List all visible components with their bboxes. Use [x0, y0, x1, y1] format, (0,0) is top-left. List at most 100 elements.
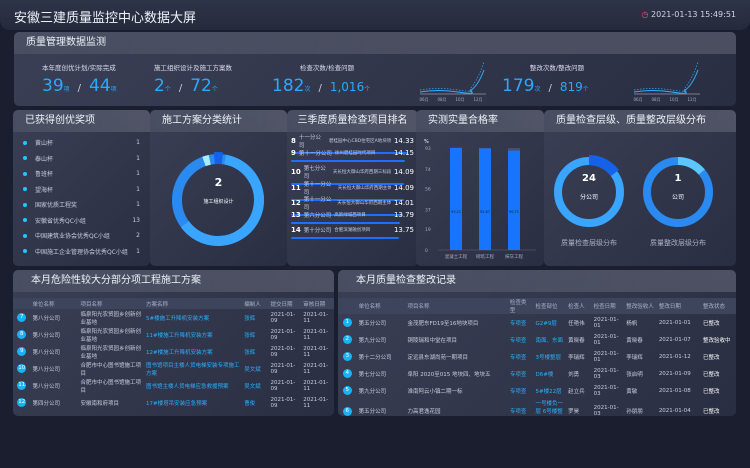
column-header[interactable]: 审核日期 [301, 298, 334, 309]
cell-text: 第八分公司 [32, 366, 60, 373]
table-cell: 2021-01-01 [592, 348, 625, 365]
table-row[interactable]: 11 第八分公司 合肥市中心图书馆施工项目 图书馆主楼人货电梯应急救援预案 吴文斌 202… [13, 377, 334, 394]
sparkline-series [633, 61, 699, 92]
table-cell: 吴文斌 [242, 377, 268, 394]
table-cell: 2021-01-11 [301, 394, 334, 411]
table-row[interactable]: 8 第八分公司 临泉阳光农贸园乡创新创业基地 11#楼施工升降机安装方案 张辉 2021-… [13, 326, 334, 343]
column-header[interactable]: 整改状态 [701, 298, 736, 314]
monitor-panel: 质量管理数据监测 本年度创优计划/实际完成 39项/44项 施工组织设计及施工方案数… [14, 32, 736, 106]
award-item: 国家优质工程奖 1 [13, 197, 150, 213]
bullet-icon [23, 249, 27, 254]
kpi-value-a: 182 [272, 76, 305, 96]
rank-company: 第十分公司 [303, 228, 332, 234]
cell-text: 第四分公司 [32, 400, 60, 407]
row-number-badge: 8 [17, 330, 27, 339]
kpi-value-b: 1,016 [329, 80, 365, 94]
column-header[interactable]: 单位名称 [30, 298, 79, 309]
plan-donut [170, 152, 266, 248]
x-tick-label: 抹灰工程 [505, 253, 523, 260]
cell-text: 第五分公司 [358, 320, 387, 327]
table-row[interactable]: 5 第九分公司 淮南阿云小镇二期一标 专项查 5#楼22层 赵立兵 2021-01-03 黄敏… [338, 382, 736, 399]
datetime-text: 2021-01-13 15:49:51 [651, 10, 736, 19]
table-row[interactable]: 12 第四分公司 安徽南和府项目 17#楼塔吊安装应急预案 曹俊 2021-01-09 20… [13, 394, 334, 411]
table-row[interactable]: 4 第七分公司 阜阳 2020至015 地块四、地块五 专项查 D6#楼 刘勇 2021-0… [338, 365, 736, 382]
page-title: 安徽三建质量监控中心数据大屏 [14, 11, 197, 26]
column-header[interactable]: 项目名称 [78, 298, 144, 309]
rank-number: 9 [291, 148, 296, 157]
table-cell: 2021-01-11 [301, 309, 334, 326]
cell-text: 第九分公司 [358, 388, 387, 395]
column-header[interactable]: 检查类型 [507, 298, 534, 314]
donut-label: 施工组织设计 [203, 199, 234, 205]
cell-text: 吴文斌 [244, 383, 261, 390]
column-header[interactable]: 编制人 [242, 298, 269, 309]
cell-text: 已整改 [703, 371, 720, 378]
table-row[interactable]: 3 第十二分公司 定远县东湖尚苑一期项目 专项查 3号楼整层 李瑞辉 2021-01-01 李… [338, 348, 736, 365]
rank-number: 13 [291, 210, 301, 219]
cell-text: 曹俊 [244, 400, 256, 407]
column-header[interactable]: 整改验收人 [624, 298, 657, 314]
table-cell: 黄晓春 [566, 331, 592, 348]
cell-text: 第五分公司 [358, 409, 387, 415]
column-header[interactable]: 项目名称 [405, 298, 508, 314]
table-cell: 孙朋朋 [624, 399, 657, 416]
levels-panel: 质量检查层级、质量整改层级分布 24 分公司 质量检查层级分布 1 公司 质量整… [544, 110, 736, 266]
check-level-segment [552, 155, 626, 229]
table-row[interactable]: 2 第九分公司 铜陵瑞和中堂在项目 专项查 南面、东面 黄晓春 2021-01-01 黄晓春 2… [338, 331, 736, 348]
kpi-unit-a: 次 [304, 86, 311, 93]
table-cell: 3号楼整层 [533, 348, 566, 365]
row-index-cell: 7 [13, 309, 30, 326]
cell-text: 2021-01-12 [658, 353, 691, 360]
table-cell: 铜陵瑞和中堂在项目 [405, 331, 507, 348]
column-header[interactable]: 整改日期 [656, 298, 702, 314]
award-item: 鲁班杯 1 [13, 166, 150, 182]
table-cell: 专项查 [508, 331, 534, 348]
table-cell: 2021-01-11 [301, 360, 334, 377]
clock-icon: ◷ [641, 10, 649, 19]
table-cell: 2021-01-09 [268, 360, 301, 377]
cell-text: 2021-01-09 [270, 328, 296, 341]
plans-table: 单位名称 项目名称 方案名称 编制人 提交日期 审核日期 7 第八分公司 临泉阳光农贸园乡创新创… [13, 298, 334, 411]
table-cell: 专项查 [508, 314, 534, 331]
cell-text: 第八分公司 [32, 315, 60, 322]
kpi-sparkline: 06月 08月 10月 12月 [633, 61, 700, 102]
row-index-cell: 3 [338, 348, 357, 365]
table-cell: 李瑞辉 [624, 348, 657, 365]
cell-text: 2021-01-01 [593, 333, 619, 346]
table-row[interactable]: 10 第八分公司 合肥市中心图书馆施工项目 图书馆项目主楼人货电梯安装专项施工方案 吴文… [13, 360, 334, 377]
cell-text: 第九分公司 [358, 337, 387, 344]
table-cell: 已整改 [701, 382, 736, 399]
table-cell: 赵立兵 [566, 382, 592, 399]
rank-score-bar [291, 198, 405, 201]
table-cell: 第五分公司 [357, 314, 406, 331]
y-tick-label: 37 [425, 207, 431, 213]
column-header[interactable]: 方案名称 [144, 298, 243, 309]
award-item: 泰山杯 1 [13, 151, 150, 167]
kpi-value-b: 72 [190, 76, 212, 96]
row-index-cell: 1 [338, 314, 357, 331]
donut-value: 2 [214, 176, 223, 189]
table-cell: 5#楼施工升降机安装方案 [144, 309, 242, 326]
table-cell: 张辉 [242, 309, 268, 326]
rank-score-bar [291, 152, 408, 154]
column-header[interactable]: 检查部位 [533, 298, 567, 314]
cell-text: 专项查 [509, 320, 527, 327]
table-cell: 阜阳 2020至015 地块四、地块五 [405, 365, 507, 382]
table-cell: 已整改 [701, 314, 736, 331]
cell-text: 整改验收中 [703, 337, 731, 344]
table-row[interactable]: 6 第五分公司 力高君逸花园 专项查 一号楼负一层 6号楼整层罗昊 2021-01-03 孙… [338, 399, 736, 416]
award-count: 13 [132, 216, 140, 224]
column-header[interactable]: 单位名称 [356, 298, 406, 314]
table-cell: 2021-01-08 [657, 382, 701, 399]
column-header[interactable]: 检查人 [566, 298, 592, 314]
table-cell: 第八分公司 [30, 377, 78, 394]
table-row[interactable]: 1 第五分公司 金茂肥东FD19至16地块项目 专项查 G2#9层 任艳伟 2021-01-… [338, 314, 736, 331]
table-row[interactable]: 9 第八分公司 临泉阳光农贸园乡创新创业基地 12#楼施工升降机安装方案 张辉 2021-… [13, 343, 334, 360]
award-item: 黄山杯 1 [13, 135, 150, 151]
column-header[interactable]: 检查日期 [591, 298, 625, 314]
column-header[interactable]: 提交日期 [268, 298, 302, 309]
cell-text: 一号楼负一层 6号楼整层 [535, 401, 563, 415]
table-row[interactable]: 7 第八分公司 临泉阳光农贸园乡创新创业基地 5#楼施工升降机安装方案 张辉 2021-0… [13, 309, 334, 326]
award-item: 安徽省优秀QC小组 13 [13, 213, 150, 229]
table-cell: 第十二分公司 [357, 348, 406, 365]
